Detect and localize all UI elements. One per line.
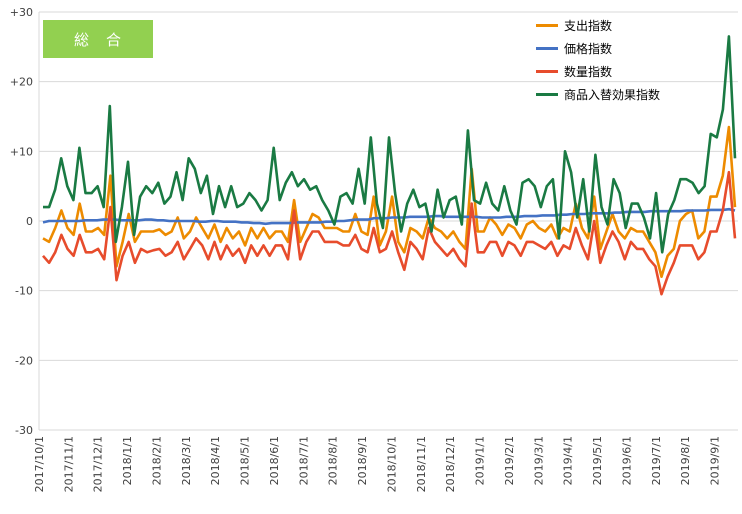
legend-item: 数量指数 <box>536 60 660 83</box>
x-tick-label: 2018/3/1 <box>180 436 193 485</box>
legend-swatch <box>536 47 558 50</box>
y-tick-label: +30 <box>10 6 33 19</box>
legend: 支出指数 価格指数 数量指数 商品入替効果指数 <box>536 14 660 106</box>
y-tick-label: +20 <box>10 76 33 89</box>
x-tick-label: 2019/6/1 <box>620 436 633 485</box>
series-layer <box>42 35 737 296</box>
x-tick-label: 2018/4/1 <box>209 436 222 485</box>
series-line-1 <box>42 207 736 226</box>
x-tick-label: 2019/5/1 <box>591 436 604 485</box>
legend-item: 支出指数 <box>536 14 660 37</box>
x-tick-label: 2018/2/1 <box>150 436 163 485</box>
legend-swatch <box>536 93 558 96</box>
x-tick-label: 2019/7/1 <box>650 436 663 485</box>
legend-label: 数量指数 <box>564 65 613 79</box>
x-tick-label: 2018/12/1 <box>444 436 457 492</box>
series-line-2 <box>42 170 737 296</box>
y-tick-label: -20 <box>15 354 33 367</box>
legend-swatch <box>536 24 558 27</box>
x-tick-label: 2019/3/1 <box>532 436 545 485</box>
chart-title: 総 合 <box>73 30 122 49</box>
x-tick-label: 2018/5/1 <box>239 436 252 485</box>
x-tick-label: 2018/10/1 <box>385 436 398 492</box>
y-tick-label: +10 <box>10 145 33 158</box>
x-tick-label: 2019/1/1 <box>474 436 487 485</box>
legend-item: 商品入替効果指数 <box>536 83 660 106</box>
legend-label: 価格指数 <box>564 42 613 56</box>
x-tick-label: 2018/6/1 <box>268 436 281 485</box>
x-tick-label: 2019/4/1 <box>562 436 575 485</box>
series-line-0 <box>42 125 737 279</box>
x-tick-labels: 2017/10/1 2017/11/1 2017/12/1 2018/1/1 2018/… <box>33 436 722 492</box>
x-tick-label: 2018/7/1 <box>297 436 310 485</box>
x-tick-label: 2017/12/1 <box>92 436 105 492</box>
y-tick-label: -10 <box>15 285 33 298</box>
x-tick-label: 2019/8/1 <box>679 436 692 485</box>
x-tick-label: 2018/1/1 <box>121 436 134 485</box>
x-tick-label: 2019/9/1 <box>709 436 722 485</box>
series-line-3 <box>43 35 737 254</box>
legend-label: 支出指数 <box>564 19 613 33</box>
y-tick-label: -30 <box>15 424 33 437</box>
y-tick-label: 0 <box>26 215 33 228</box>
x-tick-label: 2018/8/1 <box>327 436 340 485</box>
x-tick-label: 2018/9/1 <box>356 436 369 485</box>
chart-title-box: 総 合 <box>43 20 153 58</box>
x-tick-label: 2017/11/1 <box>62 436 75 492</box>
x-tick-label: 2017/10/1 <box>33 436 46 492</box>
y-tick-labels: +30 +20 +10 0 -10 -20 -30 <box>10 6 33 437</box>
legend-item: 価格指数 <box>536 37 660 60</box>
legend-label: 商品入替効果指数 <box>564 88 661 102</box>
x-tick-label: 2019/2/1 <box>503 436 516 485</box>
x-tick-label: 2018/11/1 <box>415 436 428 492</box>
legend-swatch <box>536 70 558 73</box>
